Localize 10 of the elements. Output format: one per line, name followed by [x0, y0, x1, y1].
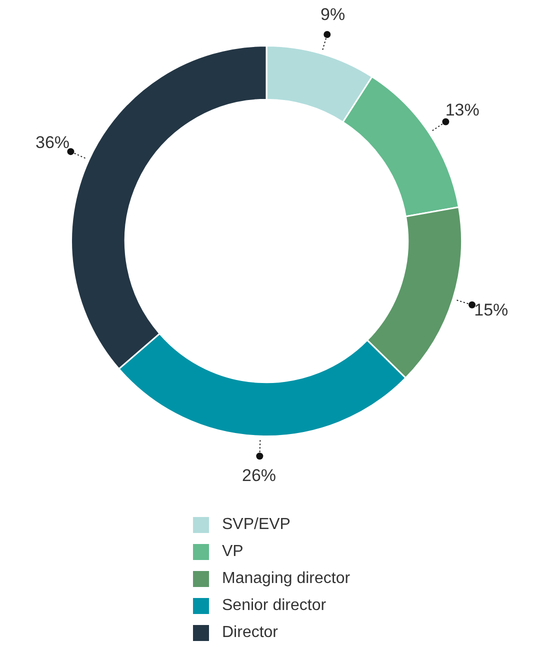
- data-label: 9%: [320, 4, 346, 24]
- legend-label: VP: [222, 542, 244, 560]
- legend-label: Senior director: [222, 596, 326, 614]
- data-label: 26%: [242, 466, 276, 485]
- legend-label: Director: [222, 624, 278, 642]
- data-label: 36%: [35, 132, 70, 152]
- legend-label: Managing director: [222, 570, 350, 588]
- data-label: 13%: [445, 100, 480, 120]
- data-label: 15%: [474, 300, 508, 320]
- legend-label: SVP/EVP: [222, 516, 290, 534]
